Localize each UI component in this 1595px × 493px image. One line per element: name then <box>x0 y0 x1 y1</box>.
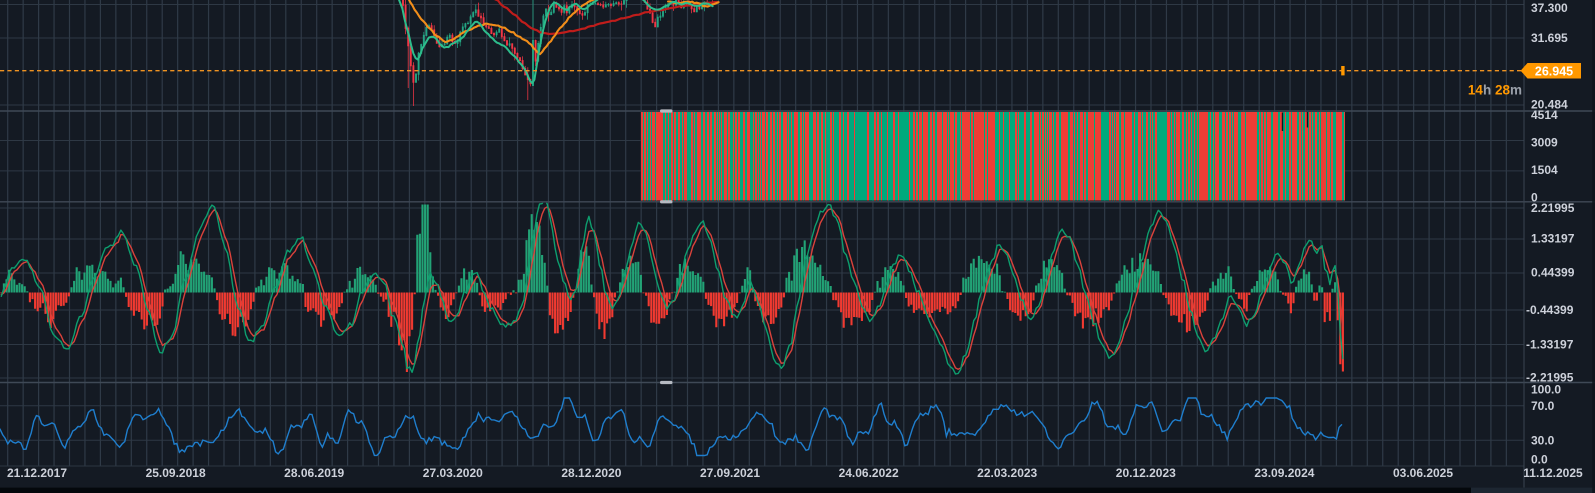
svg-text:0.44399: 0.44399 <box>1531 266 1575 280</box>
svg-text:22.03.2023: 22.03.2023 <box>977 466 1037 480</box>
svg-text:23.09.2024: 23.09.2024 <box>1254 466 1314 480</box>
svg-text:0.0: 0.0 <box>1531 453 1548 467</box>
svg-text:27.03.2020: 27.03.2020 <box>423 466 483 480</box>
svg-text:-0.44399: -0.44399 <box>1526 303 1574 317</box>
svg-text:28.12.2020: 28.12.2020 <box>561 466 621 480</box>
svg-text:2.21995: 2.21995 <box>1531 201 1575 215</box>
svg-text:25.09.2018: 25.09.2018 <box>146 466 206 480</box>
svg-text:-1.33197: -1.33197 <box>1526 338 1574 352</box>
svg-text:26.945: 26.945 <box>1535 64 1573 78</box>
svg-text:4514: 4514 <box>1531 108 1558 122</box>
svg-text:100.0: 100.0 <box>1531 383 1561 397</box>
svg-text:24.06.2022: 24.06.2022 <box>839 466 899 480</box>
svg-text:20.12.2023: 20.12.2023 <box>1116 466 1176 480</box>
svg-text:20.484: 20.484 <box>1531 98 1568 112</box>
svg-text:37.300: 37.300 <box>1531 1 1568 15</box>
svg-text:3009: 3009 <box>1531 136 1558 150</box>
svg-text:21.12.2017: 21.12.2017 <box>7 466 67 480</box>
svg-text:-2.21995: -2.21995 <box>1526 371 1574 385</box>
svg-text:03.06.2025: 03.06.2025 <box>1393 466 1453 480</box>
svg-text:70.0: 70.0 <box>1531 399 1555 413</box>
svg-text:27.09.2021: 27.09.2021 <box>700 466 760 480</box>
svg-text:1504: 1504 <box>1531 163 1558 177</box>
svg-text:31.695: 31.695 <box>1531 31 1568 45</box>
svg-text:28.06.2019: 28.06.2019 <box>284 466 344 480</box>
svg-text:14h 28m: 14h 28m <box>1468 83 1522 98</box>
svg-text:30.0: 30.0 <box>1531 433 1555 447</box>
svg-text:11.12.2025: 11.12.2025 <box>1523 466 1583 480</box>
svg-text:0: 0 <box>1531 191 1538 205</box>
svg-text:1.33197: 1.33197 <box>1531 232 1575 246</box>
